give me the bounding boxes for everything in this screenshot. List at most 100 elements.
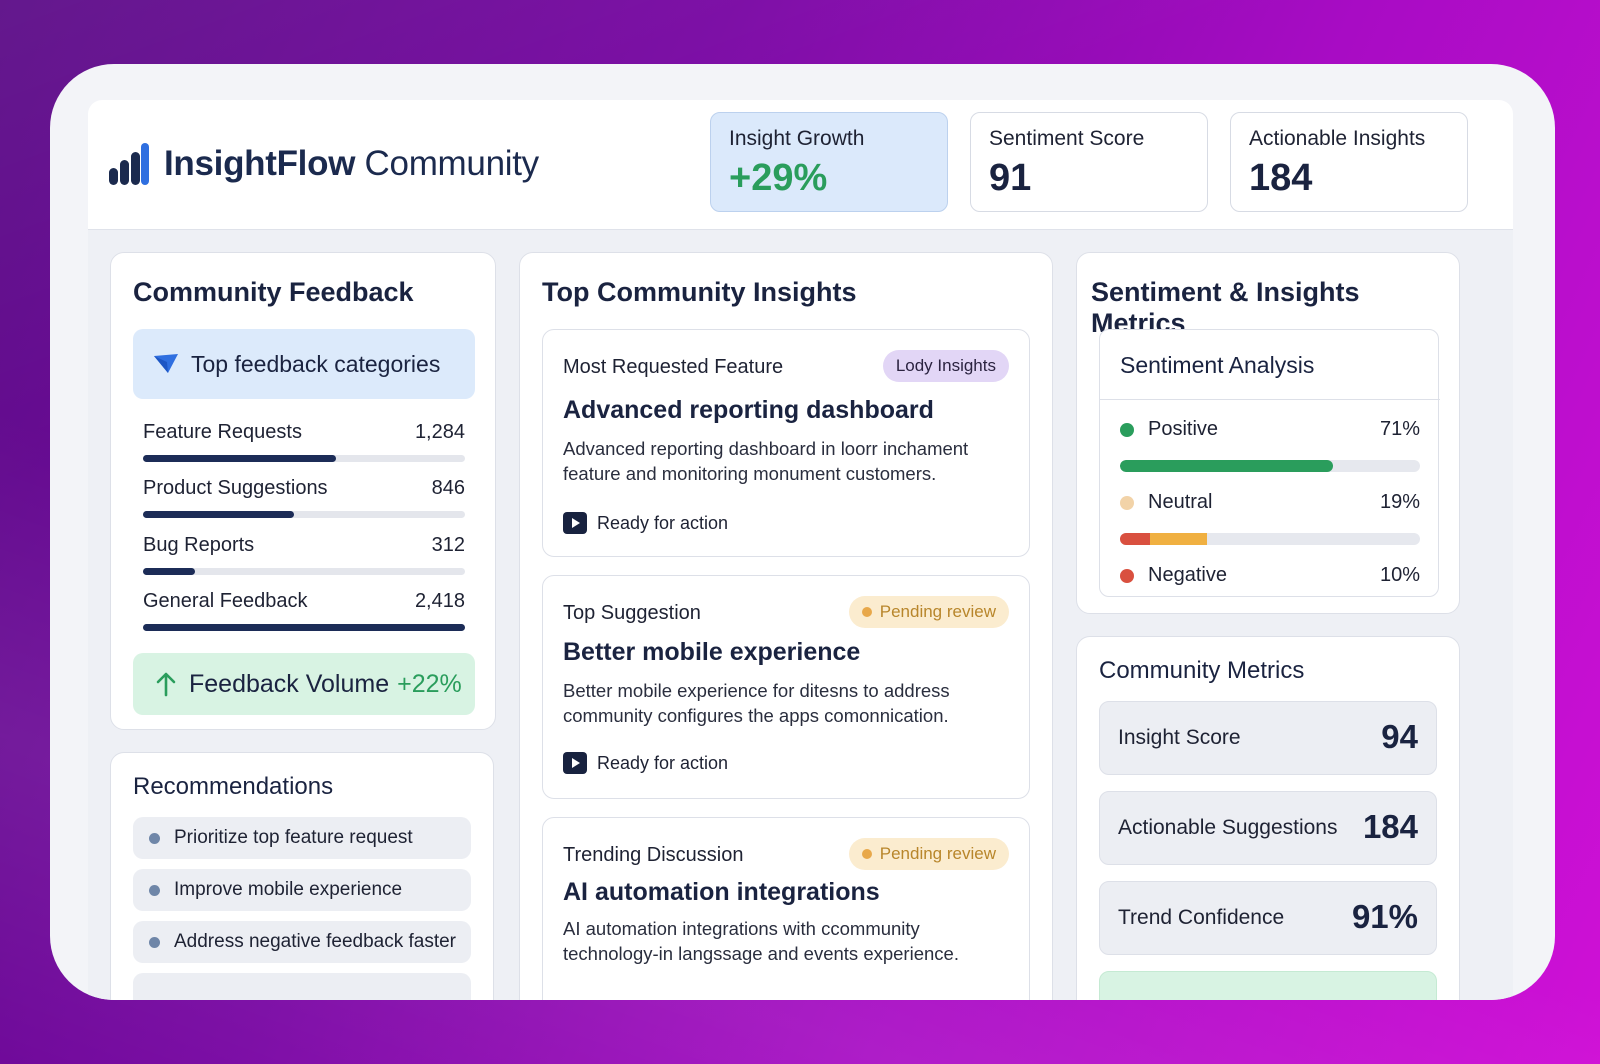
sentiment-row-negative[interactable]: Negative 10% xyxy=(1120,564,1420,587)
sentiment-label: Positive xyxy=(1148,418,1219,440)
feedback-row[interactable]: Product Suggestions 846 xyxy=(143,477,465,518)
kpi-sentiment-score[interactable]: Sentiment Score 91 xyxy=(970,112,1208,212)
metric-label: Actionable Suggestions xyxy=(1118,816,1338,839)
sentiment-analysis-header: Sentiment Analysis xyxy=(1100,330,1440,400)
insight-card[interactable]: Most Requested Feature Lody Insights Adv… xyxy=(542,329,1030,557)
kpi-actionable-insights[interactable]: Actionable Insights 184 xyxy=(1230,112,1468,212)
feedback-row-bar-fill xyxy=(143,511,295,518)
brand[interactable]: InsightFlow Community xyxy=(108,142,539,186)
kpi-label: Insight Growth xyxy=(729,127,865,150)
insight-badge[interactable]: Pending review xyxy=(848,838,1009,870)
insight-badge[interactable]: Lody Insights xyxy=(882,350,1009,382)
positive-bar xyxy=(1120,460,1420,472)
feedback-row-bar-fill xyxy=(143,568,195,575)
status-label: Ready for action xyxy=(597,752,729,773)
feedback-row-count: 2,418 xyxy=(414,590,465,612)
insight-title: Advanced reporting dashboard xyxy=(563,396,934,424)
recommendation-item[interactable]: Address negative feedback faster xyxy=(133,921,471,963)
sentiment-value: 19% xyxy=(1379,491,1420,513)
top-feedback-categories-banner[interactable]: Top feedback categories xyxy=(133,329,475,399)
insight-description: Better mobile experience for ditesns to … xyxy=(563,680,950,726)
recommendation-text: Improve mobile experience xyxy=(174,879,403,900)
feedback-row-count: 312 xyxy=(431,534,465,556)
feedback-row[interactable]: Bug Reports 312 xyxy=(143,534,465,575)
kpi-insight-growth[interactable]: Insight Growth +29% xyxy=(710,112,948,212)
recommendation-text: Prioritize top feature request xyxy=(174,827,413,848)
metric-value: 91% xyxy=(1351,898,1418,935)
insight-status[interactable]: Ready for action xyxy=(563,512,728,534)
feedback-row-label: Feature Requests xyxy=(143,421,302,443)
badge-label: Lody Insights xyxy=(895,356,996,375)
metric-tile-trend-confidence[interactable]: Trend Confidence 91% xyxy=(1099,881,1437,955)
sentiment-metrics-card: Sentiment & Insights Metrics Sentiment A… xyxy=(1076,252,1460,614)
metric-label: Trend Confidence xyxy=(1118,906,1285,929)
positive-bar-fill xyxy=(1120,460,1333,472)
brand-name: InsightFlow Community xyxy=(164,144,539,183)
neutral-bar-fill xyxy=(1150,533,1207,545)
insight-description: Advanced reporting dashboard in loorr in… xyxy=(563,438,969,484)
funnel-icon xyxy=(154,354,178,373)
play-icon xyxy=(563,512,587,534)
badge-label: Pending review xyxy=(879,844,996,863)
insight-card[interactable]: Trending Discussion Pending review AI au… xyxy=(542,817,1030,1000)
feedback-row-label: General Feedback xyxy=(143,590,308,612)
insight-description: AI automation integrations with ccommuni… xyxy=(563,918,959,964)
kpi-label: Actionable Insights xyxy=(1249,127,1426,150)
insight-kicker: Top Suggestion xyxy=(563,602,701,624)
recommendation-item[interactable]: Improve mobile experience xyxy=(133,869,471,911)
metric-tile-actionable-suggestions[interactable]: Actionable Suggestions 184 xyxy=(1099,791,1437,865)
neutral-negative-bar xyxy=(1120,533,1420,545)
sentiment-row-positive[interactable]: Positive 71% xyxy=(1120,418,1420,441)
sentiment-analysis-box: Sentiment Analysis Positive 71% Neutral … xyxy=(1099,329,1440,597)
kpi-value: +29% xyxy=(729,157,828,199)
status-label: Ready for action xyxy=(597,512,729,533)
window-frame: InsightFlow Community Insight Growth +29… xyxy=(50,64,1555,1000)
sentiment-value: 10% xyxy=(1379,564,1420,586)
bullet-icon xyxy=(149,936,160,948)
sentiment-label: Negative xyxy=(1148,564,1227,586)
kpi-value: 184 xyxy=(1249,157,1313,199)
sentiment-label: Neutral xyxy=(1148,491,1213,513)
badge-label: Pending review xyxy=(879,602,996,621)
metric-label: Insight Score xyxy=(1118,726,1241,749)
recommendation-item[interactable]: Prioritize top feature request xyxy=(133,817,471,859)
negative-bar-fill xyxy=(1120,533,1150,545)
card-title: Sentiment & Insights Metrics xyxy=(1091,277,1360,338)
community-metrics-card: Community Metrics Insight Score 94 Actio… xyxy=(1076,636,1460,1000)
feedback-volume-value: +22% xyxy=(397,669,462,698)
bullet-icon xyxy=(149,884,160,896)
card-title: Community Feedback xyxy=(133,277,414,307)
kpi-value: 91 xyxy=(989,157,1032,199)
feedback-volume-label: Feedback Volume xyxy=(189,669,390,698)
community-feedback-card: Community Feedback Top feedback categori… xyxy=(110,252,496,730)
feedback-row-count: 846 xyxy=(431,477,465,499)
recommendation-text: Address negative feedback faster xyxy=(174,931,457,952)
recommendation-item[interactable] xyxy=(133,973,471,1000)
insight-badge[interactable]: Pending review xyxy=(848,596,1009,628)
metric-value: 94 xyxy=(1381,718,1418,755)
sentiment-analysis-title: Sentiment Analysis xyxy=(1120,352,1315,378)
recommendations-card: Recommendations Prioritize top feature r… xyxy=(110,752,494,1000)
insight-status[interactable]: Ready for action xyxy=(563,752,728,774)
feedback-row-label: Bug Reports xyxy=(143,534,255,556)
feedback-row-bar-fill xyxy=(143,455,337,462)
metric-value: 184 xyxy=(1362,808,1418,845)
bullet-icon xyxy=(149,832,160,844)
positive-dot-icon xyxy=(1120,422,1134,437)
sentiment-row-neutral[interactable]: Neutral 19% xyxy=(1120,491,1420,514)
metric-tile-partial[interactable] xyxy=(1099,971,1437,1000)
dashboard-app: InsightFlow Community Insight Growth +29… xyxy=(88,100,1513,1000)
insight-card[interactable]: Top Suggestion Pending review Better mob… xyxy=(542,575,1030,799)
feedback-row[interactable]: Feature Requests 1,284 xyxy=(143,421,465,462)
feedback-row-bar xyxy=(143,455,465,462)
top-insights-card: Top Community Insights Most Requested Fe… xyxy=(519,252,1053,1000)
feedback-row-count: 1,284 xyxy=(414,421,465,443)
feedback-volume-banner[interactable]: Feedback Volume +22% xyxy=(133,653,475,715)
negative-dot-icon xyxy=(1120,568,1134,583)
feedback-row[interactable]: General Feedback 2,418 xyxy=(143,590,465,631)
bar-chart-logo-icon xyxy=(109,143,149,185)
metric-tile-insight-score[interactable]: Insight Score 94 xyxy=(1099,701,1437,775)
insight-title: Better mobile experience xyxy=(563,638,861,666)
feedback-row-bar-fill xyxy=(143,624,465,631)
insight-kicker: Trending Discussion xyxy=(563,844,744,866)
